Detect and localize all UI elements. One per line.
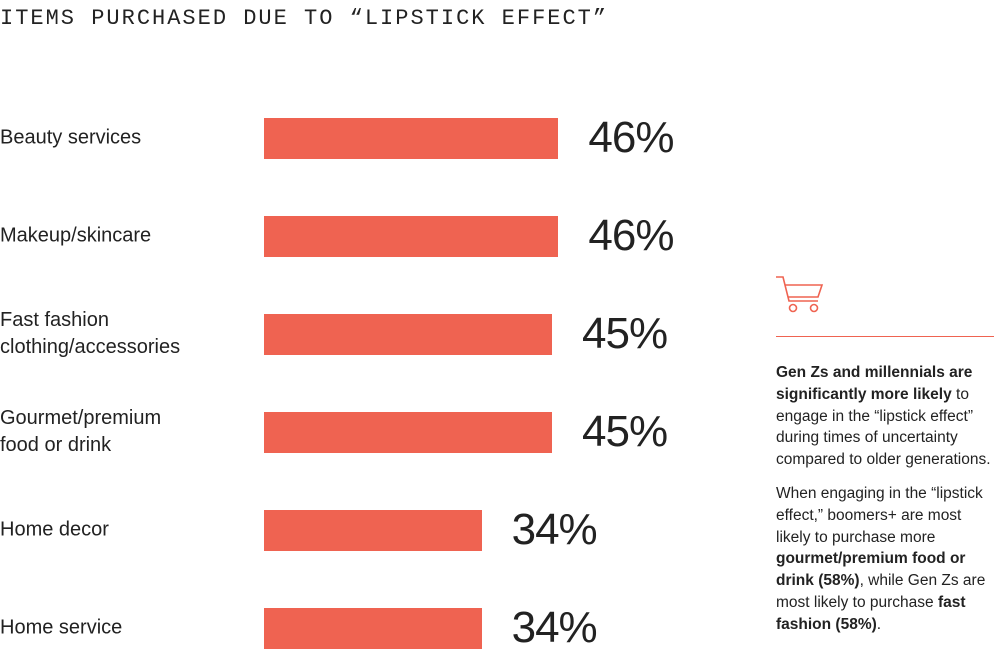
sidebar-text: gourmet/premium food or drink (58%): [776, 550, 966, 590]
category-label: Home decor: [0, 518, 109, 541]
bar: [264, 608, 482, 649]
bar: [264, 510, 482, 551]
value-label: 46%: [588, 211, 674, 260]
bar: [264, 216, 559, 257]
divider: [776, 336, 994, 337]
bar: [264, 314, 552, 355]
bar: [264, 118, 559, 159]
value-label: 45%: [582, 407, 668, 456]
value-label: 34%: [511, 505, 598, 554]
cart-icon: [776, 276, 824, 313]
sidebar-text: .: [876, 615, 882, 633]
category-label: Gourmet/premium food or drink: [0, 407, 162, 456]
sidebar-text: fast fashion (58%): [776, 593, 966, 633]
chart-title: ITEMS PURCHASED DUE TO “LIPSTICK EFFECT”: [0, 6, 609, 31]
category-label: Makeup/skincare: [0, 224, 152, 247]
sidebar-paragraph: Gen Zs and millennials are significantly…: [776, 362, 998, 471]
value-label: 46%: [588, 113, 674, 162]
bar: [264, 412, 552, 453]
value-label: 45%: [582, 309, 668, 358]
sidebar: Gen Zs and millennials are significantly…: [776, 362, 998, 648]
sidebar-paragraph: When engaging in the “lipstick effect,” …: [776, 483, 998, 636]
sidebar-text: , while Gen Zs are most likely to purcha…: [776, 572, 986, 611]
sidebar-text: Gen Zs and millennials are significantly…: [776, 364, 973, 403]
category-label: Fast fashion clothing/accessories: [0, 309, 181, 358]
category-label: Beauty services: [0, 126, 142, 149]
sidebar-text: When engaging in the “lipstick effect,” …: [776, 484, 983, 546]
value-label: 34%: [511, 603, 598, 652]
sidebar-text: to engage in the “lipstick effect” durin…: [776, 385, 991, 469]
category-label: Home service: [0, 616, 123, 639]
